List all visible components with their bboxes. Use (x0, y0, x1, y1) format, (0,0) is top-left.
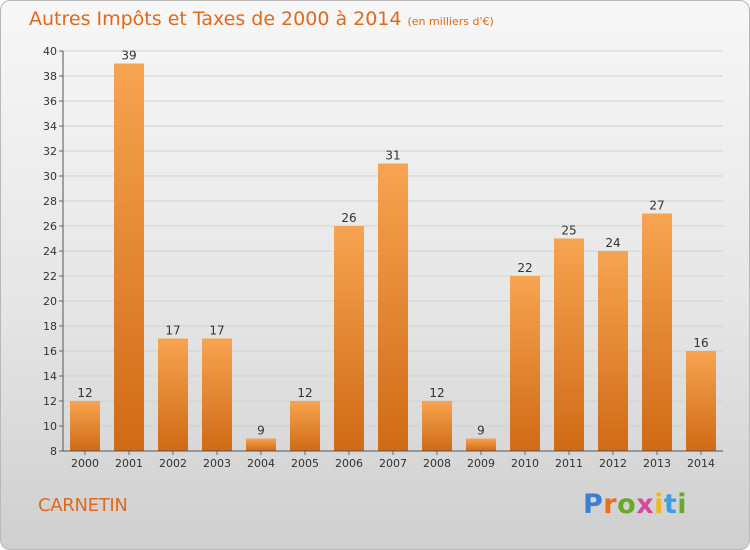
bar (422, 401, 452, 451)
x-tick-label: 2006 (335, 457, 363, 470)
y-tick-label: 34 (43, 120, 57, 133)
bars: 12 39 17 17 9 12 26 31 12 9 22 25 24 27 16 (70, 49, 716, 451)
bar (466, 438, 496, 451)
logo-letter: i (677, 489, 688, 520)
y-tick-label: 40 (43, 45, 57, 58)
bar-value-label: 25 (561, 224, 576, 238)
bar (642, 213, 672, 451)
y-tick-label: 18 (43, 320, 57, 333)
bar (510, 276, 540, 451)
bar (70, 401, 100, 451)
x-tick-label: 2012 (599, 457, 627, 470)
bar-value-label: 12 (297, 386, 312, 400)
bar (290, 401, 320, 451)
commune-name: CARNETIN (38, 495, 128, 516)
bar (686, 351, 716, 451)
bar (246, 438, 276, 451)
x-axis: 2000 2001 2002 2003 2004 2005 2006 2007 2008 2009… (63, 450, 723, 470)
bar-value-label: 12 (77, 386, 92, 400)
bar (114, 63, 144, 451)
y-tick-label: 8 (50, 445, 57, 458)
x-tick-label: 2008 (423, 457, 451, 470)
x-tick-label: 2007 (379, 457, 407, 470)
bar-value-label: 22 (517, 261, 532, 275)
y-axis: 8 10 12 14 16 18 20 22 24 26 28 30 32 34 36 38 40 (43, 45, 64, 458)
logo-letter: t (663, 489, 678, 520)
x-tick-label: 2001 (115, 457, 143, 470)
logo-letter: o (617, 489, 637, 520)
x-tick-label: 2000 (71, 457, 99, 470)
y-tick-label: 32 (43, 145, 57, 158)
y-tick-label: 12 (43, 395, 57, 408)
x-tick-label: 2003 (203, 457, 231, 470)
x-tick-label: 2009 (467, 457, 495, 470)
y-tick-label: 28 (43, 195, 57, 208)
bar (202, 338, 232, 451)
proxiti-logo: Proxiti (583, 489, 687, 520)
bar-value-label: 9 (477, 424, 485, 438)
x-tick-label: 2002 (159, 457, 187, 470)
x-tick-label: 2004 (247, 457, 275, 470)
logo-letter: x (636, 489, 655, 520)
x-tick-label: 2014 (687, 457, 715, 470)
y-tick-label: 26 (43, 220, 57, 233)
y-tick-label: 36 (43, 95, 57, 108)
logo-letter: r (603, 489, 618, 520)
bar-value-label: 31 (385, 149, 400, 163)
bar-value-label: 17 (165, 324, 180, 338)
x-tick-label: 2011 (555, 457, 583, 470)
bar-value-label: 39 (121, 49, 136, 63)
bar (554, 238, 584, 451)
bar-value-label: 16 (693, 336, 708, 350)
logo-letter: P (583, 489, 604, 520)
x-tick-label: 2005 (291, 457, 319, 470)
y-tick-label: 30 (43, 170, 57, 183)
bar (378, 163, 408, 451)
chart-unit-note: (en milliers d'€) (407, 15, 494, 28)
y-tick-label: 24 (43, 245, 57, 258)
logo-letter: i (654, 489, 664, 520)
y-tick-label: 22 (43, 270, 57, 283)
bar-value-label: 27 (649, 199, 664, 213)
bar-value-label: 17 (209, 324, 224, 338)
y-tick-label: 10 (43, 420, 57, 433)
x-tick-label: 2010 (511, 457, 539, 470)
chart-title: Autres Impôts et Taxes de 2000 à 2014 (en… (29, 8, 494, 30)
x-tick-label: 2013 (643, 457, 671, 470)
bar-value-label: 26 (341, 211, 356, 225)
bar (158, 338, 188, 451)
chart-title-main: Autres Impôts et Taxes de 2000 à 2014 (29, 8, 402, 30)
y-tick-label: 14 (43, 370, 57, 383)
bar-value-label: 9 (257, 424, 265, 438)
bar (598, 251, 628, 451)
y-tick-label: 38 (43, 70, 57, 83)
bar-value-label: 12 (429, 386, 444, 400)
bar-value-label: 24 (605, 236, 620, 250)
y-tick-label: 20 (43, 295, 57, 308)
bar (334, 226, 364, 451)
y-tick-label: 16 (43, 345, 57, 358)
